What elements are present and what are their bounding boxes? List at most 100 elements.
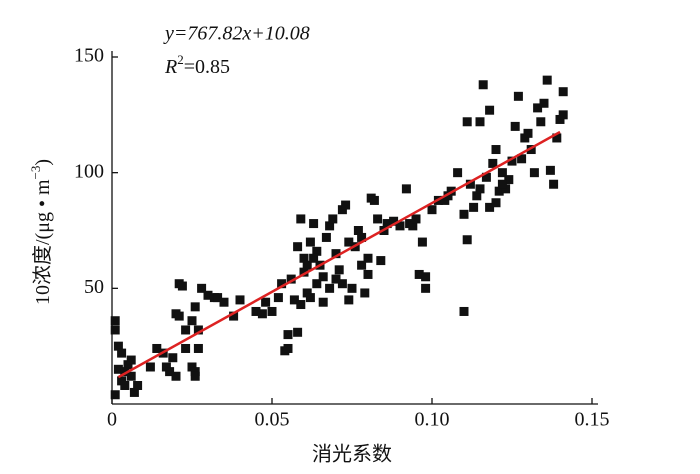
point bbox=[472, 191, 482, 201]
point bbox=[382, 219, 392, 229]
point bbox=[334, 265, 344, 275]
point bbox=[417, 237, 427, 247]
point bbox=[536, 117, 546, 127]
point bbox=[117, 348, 127, 358]
point bbox=[542, 75, 552, 85]
point bbox=[293, 242, 303, 252]
point bbox=[427, 205, 437, 215]
point bbox=[401, 184, 411, 194]
point bbox=[171, 371, 181, 381]
point bbox=[491, 145, 501, 155]
point bbox=[462, 235, 472, 245]
point bbox=[325, 283, 335, 293]
point bbox=[257, 309, 267, 319]
point bbox=[174, 311, 184, 321]
r2-value: =0.85 bbox=[184, 56, 230, 78]
point bbox=[523, 128, 533, 138]
point bbox=[309, 219, 319, 229]
point bbox=[203, 290, 213, 300]
point bbox=[123, 360, 133, 370]
point bbox=[517, 154, 527, 164]
y-axis-label: 10浓度/(μg • m−3) bbox=[28, 159, 54, 305]
point bbox=[481, 172, 491, 182]
point bbox=[190, 302, 200, 312]
point bbox=[113, 364, 123, 374]
point bbox=[485, 105, 495, 115]
y-label-main: 10浓度/(μg • m bbox=[31, 179, 54, 305]
point bbox=[462, 117, 472, 127]
point bbox=[411, 214, 421, 224]
point bbox=[296, 214, 306, 224]
point bbox=[229, 311, 239, 321]
point bbox=[219, 297, 229, 307]
point bbox=[363, 269, 373, 279]
point bbox=[152, 343, 162, 353]
equation: y=767.82x+10.08 bbox=[163, 23, 310, 45]
point bbox=[181, 343, 191, 353]
point bbox=[289, 295, 299, 305]
point bbox=[469, 202, 479, 212]
x-axis-label: 消光系数 bbox=[312, 443, 392, 466]
point bbox=[193, 325, 203, 335]
point bbox=[113, 341, 123, 351]
point bbox=[408, 221, 418, 231]
point bbox=[168, 353, 178, 363]
point bbox=[110, 316, 120, 326]
point bbox=[165, 367, 175, 377]
point bbox=[376, 256, 386, 266]
point bbox=[341, 200, 351, 210]
point bbox=[344, 237, 354, 247]
point bbox=[286, 274, 296, 284]
point bbox=[549, 179, 559, 189]
point bbox=[539, 98, 549, 108]
point bbox=[485, 202, 495, 212]
point bbox=[177, 281, 187, 291]
point bbox=[491, 198, 501, 208]
point bbox=[558, 110, 568, 120]
point bbox=[369, 195, 379, 205]
point bbox=[360, 288, 370, 298]
point bbox=[318, 297, 328, 307]
point bbox=[197, 283, 207, 293]
point bbox=[440, 195, 450, 205]
point bbox=[357, 232, 367, 242]
point bbox=[331, 274, 341, 284]
point bbox=[443, 191, 453, 201]
point bbox=[193, 343, 203, 353]
point bbox=[507, 156, 517, 166]
point bbox=[552, 133, 562, 143]
point bbox=[347, 283, 357, 293]
point bbox=[337, 205, 347, 215]
point bbox=[302, 260, 312, 270]
point bbox=[555, 114, 565, 124]
point bbox=[526, 145, 536, 155]
point bbox=[497, 168, 507, 178]
r2-label: R bbox=[164, 56, 177, 78]
point bbox=[213, 293, 223, 303]
point bbox=[126, 371, 136, 381]
point bbox=[529, 168, 539, 178]
point bbox=[235, 295, 245, 305]
r-squared: R2=0.85 bbox=[164, 52, 230, 78]
point bbox=[190, 371, 200, 381]
point bbox=[318, 272, 328, 282]
point bbox=[421, 283, 431, 293]
point bbox=[325, 221, 335, 231]
point bbox=[129, 387, 139, 397]
y-tick-label: 50 bbox=[84, 276, 104, 298]
point bbox=[357, 260, 367, 270]
r2-sup: 2 bbox=[177, 52, 184, 67]
point bbox=[533, 103, 543, 113]
point bbox=[414, 269, 424, 279]
y-label-sup: −3 bbox=[28, 166, 43, 180]
point bbox=[453, 168, 463, 178]
point bbox=[337, 279, 347, 289]
point bbox=[261, 297, 271, 307]
y-tick-label: 150 bbox=[74, 45, 104, 67]
point bbox=[190, 367, 200, 377]
point bbox=[331, 249, 341, 259]
x-tick-label: 0 bbox=[107, 409, 117, 431]
point bbox=[145, 362, 155, 372]
point bbox=[187, 362, 197, 372]
